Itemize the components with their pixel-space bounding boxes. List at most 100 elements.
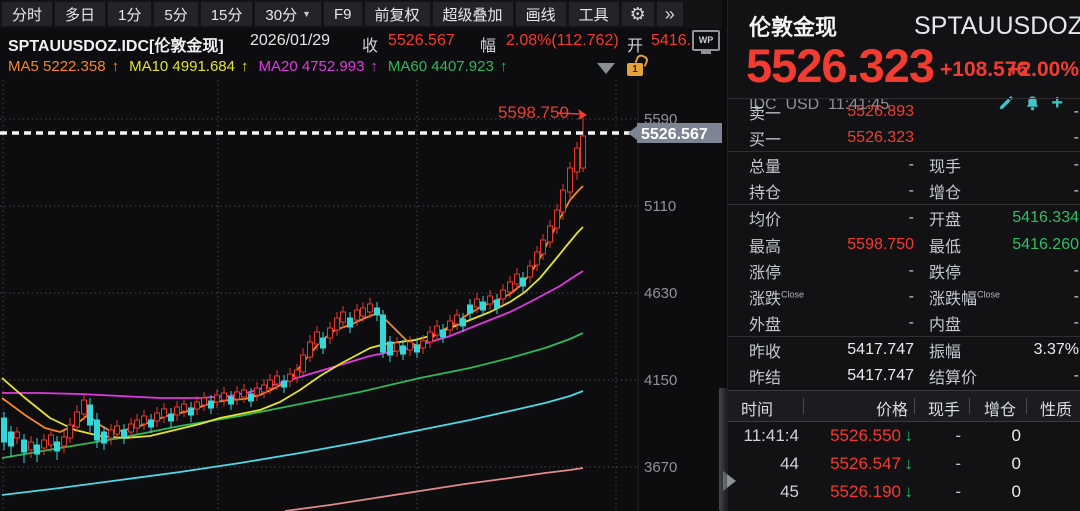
- y-axis-label: 4630: [644, 285, 677, 302]
- open-label: 开: [627, 38, 644, 55]
- last-price: 5526.323: [746, 39, 935, 92]
- candlestick-chart[interactable]: 5590 5110 4630 4150 3670 5526.567 5598.750: [0, 80, 722, 511]
- header-divider: [803, 398, 804, 414]
- quote-row: 涨跌Close - 涨跌幅Close -: [728, 284, 1080, 310]
- candle-body: [267, 379, 273, 389]
- tab-5min[interactable]: 5分: [154, 2, 198, 26]
- field-value: -: [908, 261, 914, 279]
- ma-label-ma60: MA60 4407.923 ↑: [387, 58, 508, 75]
- field-value: -: [1073, 156, 1079, 174]
- btn-super-overlay[interactable]: 超级叠加: [432, 2, 513, 26]
- field-value: 5598.750: [847, 235, 914, 253]
- ma-values: MA5 5222.358 ↑ MA10 4991.684 ↑ MA20 4752.993…: [8, 58, 507, 75]
- ma-label-ma20: MA20 4752.993 ↑: [258, 58, 378, 75]
- field-label: 现手: [929, 159, 962, 177]
- instrument-code: SPTAUUSDOZ: [914, 12, 1080, 40]
- up-arrow-icon: ↑: [499, 58, 508, 75]
- candle-body: [248, 393, 254, 402]
- candle-body: [307, 341, 313, 358]
- close-value: 5526.567: [388, 32, 455, 49]
- header-divider: [914, 398, 915, 414]
- y-axis-label: 4150: [644, 372, 677, 389]
- candle-body: [201, 397, 207, 406]
- candle-body: [520, 277, 526, 287]
- annotation-arrowhead: [578, 109, 587, 120]
- field-value: 5416.260: [1012, 235, 1079, 253]
- candle-body: [168, 413, 174, 422]
- field-label: 昨收: [749, 343, 782, 361]
- ma-indicator-bar: MA5 5222.358 ↑ MA10 4991.684 ↑ MA20 4752.993…: [0, 54, 722, 80]
- candle-body: [208, 400, 214, 409]
- tick-time: 44: [780, 454, 799, 473]
- candle-body: [427, 331, 433, 343]
- candle-body: [141, 415, 147, 425]
- candle-body: [534, 251, 540, 266]
- field-label: 总量: [749, 159, 782, 177]
- tick-hand: -: [955, 454, 961, 473]
- tick-price: 5526.547: [830, 454, 901, 473]
- field-label: 外盘: [749, 316, 782, 334]
- up-arrow-icon: ↑: [111, 58, 120, 75]
- add-plus-icon[interactable]: +: [1051, 92, 1063, 114]
- symbol-info-bar: SPTAUUSDOZ.IDC[伦敦金现] 2026/01/29 收 5526.5…: [0, 28, 722, 55]
- tab-1min[interactable]: 1分: [108, 2, 152, 26]
- field-value: -: [1073, 261, 1079, 279]
- candle-body: [74, 411, 80, 428]
- quote-row: 持仓 - 增仓 -: [728, 178, 1080, 206]
- candle-body: [480, 301, 486, 311]
- edit-pencil-icon[interactable]: [997, 95, 1014, 112]
- y-axis-label: 3670: [644, 459, 677, 476]
- candle-body: [354, 309, 360, 321]
- btn-draw-line[interactable]: 画线: [515, 2, 566, 26]
- candle-body: [48, 434, 54, 446]
- tab-15min[interactable]: 15分: [200, 2, 253, 26]
- ma-label-ma10: MA10 4991.684 ↑: [129, 58, 249, 75]
- btn-f9[interactable]: F9: [324, 2, 362, 26]
- candle-body: [28, 441, 34, 451]
- instrument-name: 伦敦金现: [749, 15, 838, 40]
- field-value: -: [1073, 129, 1079, 147]
- candle-body: [148, 419, 154, 428]
- candle-body: [128, 423, 134, 433]
- header-divider: [1026, 398, 1027, 414]
- tick-row: 44 5526.547 ↓ - 0: [728, 450, 1080, 478]
- session-date: 2026/01/29: [250, 32, 331, 49]
- lock-icon[interactable]: 1: [627, 63, 643, 76]
- field-value: -: [908, 313, 914, 331]
- tab-multiday[interactable]: 多日: [55, 2, 106, 26]
- candle-body: [287, 373, 293, 382]
- tab-30min[interactable]: 30分 ▼: [255, 2, 322, 26]
- ma-line-ma250: [284, 467, 584, 511]
- field-label: 振幅: [929, 343, 962, 361]
- annotation-arrow: [556, 112, 581, 115]
- scrollbar-thumb[interactable]: [719, 388, 727, 511]
- collapse-triangle-icon[interactable]: [597, 63, 615, 74]
- btn-tools[interactable]: 工具: [568, 2, 619, 26]
- candle-body: [327, 327, 333, 339]
- candle-body: [281, 380, 287, 388]
- field-label: 涨跌幅Close: [929, 289, 1001, 308]
- btn-more[interactable]: »: [656, 2, 683, 26]
- candle-body: [574, 147, 580, 173]
- field-label: 结算价: [929, 369, 978, 387]
- wp-watermark-icon: WP: [692, 30, 720, 54]
- candle-body: [507, 281, 513, 293]
- down-arrow-icon: ↓: [904, 426, 914, 445]
- candle-body: [547, 225, 553, 243]
- candle-body: [367, 303, 373, 313]
- candle-body: [340, 311, 346, 323]
- field-value: 5417.747: [847, 340, 914, 358]
- field-label: 卖一: [749, 106, 782, 124]
- btn-settings[interactable]: ⚙: [621, 2, 654, 26]
- btn-forward-adjust[interactable]: 前复权: [364, 2, 430, 26]
- quote-row: 总量 - 现手 -: [728, 152, 1080, 178]
- tab-timeshare[interactable]: 分时: [2, 2, 53, 26]
- tick-header-4: 增仓: [984, 402, 1017, 419]
- field-label: 买一: [749, 132, 782, 150]
- symbol-name: SPTAUUSDOZ.IDC[伦敦金现]: [8, 38, 224, 55]
- candle-body: [14, 431, 20, 439]
- tick-header-5: 性质: [1040, 402, 1073, 419]
- quote-row: 均价 - 开盘 5416.334: [728, 205, 1080, 231]
- candle-body: [320, 337, 326, 349]
